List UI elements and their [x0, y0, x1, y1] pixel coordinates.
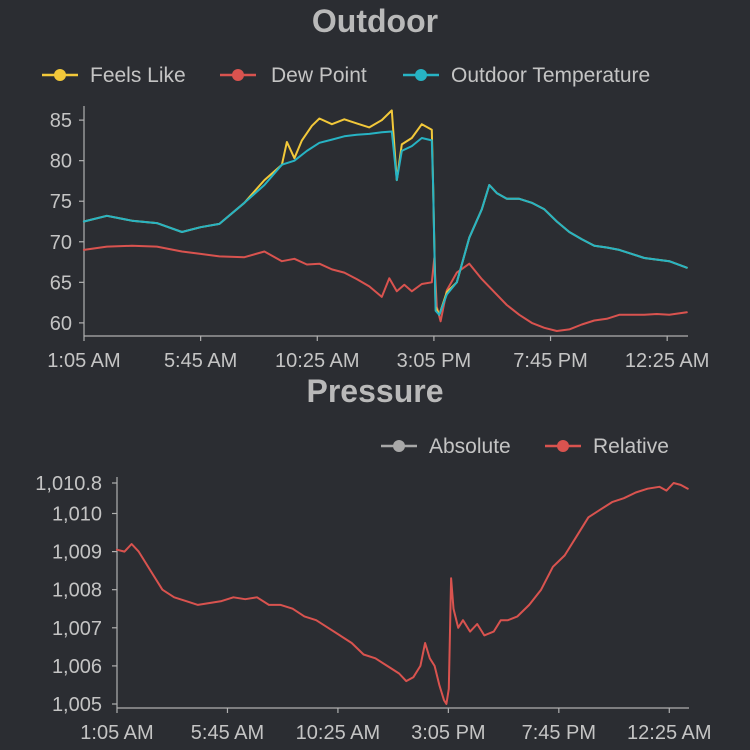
chart-title: Outdoor — [312, 3, 438, 39]
x-tick-label: 5:45 AM — [164, 350, 237, 372]
chart-title: Pressure — [307, 375, 444, 409]
y-tick-label: 75 — [50, 191, 72, 213]
legend-item-relative[interactable]: Relative — [545, 435, 669, 458]
y-tick-label: 80 — [50, 151, 72, 173]
legend[interactable]: Absolute Relative — [381, 435, 669, 458]
x-tick-label: 1:05 AM — [80, 722, 153, 744]
series-line-feels-like[interactable] — [82, 109, 688, 316]
x-tick-label: 12:25 AM — [625, 350, 710, 372]
x-tick-label: 7:45 PM — [522, 722, 596, 744]
legend-marker-dew-point — [232, 69, 244, 81]
y-tick-label: 1,005 — [52, 694, 102, 716]
legend-marker-outdoor-temperature — [415, 69, 427, 81]
y-tick-label: 1,006 — [52, 656, 102, 678]
legend[interactable]: Feels Like Dew Point Outdoor Temperature — [42, 64, 650, 87]
y-tick-label: 1,007 — [52, 618, 102, 640]
legend-item-outdoor-temperature[interactable]: Outdoor Temperature — [403, 64, 650, 87]
y-tick-label: 60 — [50, 313, 72, 335]
y-tick-label: 65 — [50, 272, 72, 294]
x-tick-label: 1:05 AM — [47, 350, 120, 372]
pressure-chart: Pressure Absolute Relative 1,010.8 1,010 1… — [35, 375, 712, 744]
y-tick-label: 85 — [50, 110, 72, 132]
legend-label-feels-like: Feels Like — [90, 64, 186, 87]
legend-label-dew-point: Dew Point — [271, 64, 367, 87]
series-line-dew-point[interactable] — [82, 244, 688, 332]
legend-label-relative: Relative — [593, 435, 669, 458]
outdoor-chart: Outdoor Feels Like Dew Point Outdoor Tem… — [42, 3, 710, 372]
series-line-outdoor-temperature[interactable] — [82, 130, 688, 316]
y-tick-label: 1,008 — [52, 580, 102, 602]
y-tick-label: 1,010 — [52, 503, 102, 525]
x-tick-label: 3:05 PM — [411, 722, 485, 744]
y-tick-label: 70 — [50, 232, 72, 254]
x-tick-label: 12:25 AM — [627, 722, 712, 744]
x-tick-label: 3:05 PM — [397, 350, 471, 372]
legend-label-outdoor-temperature: Outdoor Temperature — [451, 64, 650, 87]
y-tick-label: 1,009 — [52, 542, 102, 564]
legend-item-feels-like[interactable]: Feels Like — [42, 64, 186, 87]
legend-label-absolute: Absolute — [429, 435, 511, 458]
legend-item-dew-point[interactable]: Dew Point — [220, 64, 367, 87]
x-tick-label: 7:45 PM — [513, 350, 587, 372]
legend-marker-feels-like — [54, 69, 66, 81]
series-line-relative[interactable] — [115, 482, 689, 705]
x-tick-label: 10:25 AM — [296, 722, 381, 744]
legend-item-absolute[interactable]: Absolute — [381, 435, 511, 458]
legend-marker-relative — [557, 440, 569, 452]
legend-marker-absolute — [393, 440, 405, 452]
y-tick-label: 1,010.8 — [35, 473, 102, 495]
x-tick-label: 5:45 AM — [191, 722, 264, 744]
x-tick-label: 10:25 AM — [275, 350, 360, 372]
